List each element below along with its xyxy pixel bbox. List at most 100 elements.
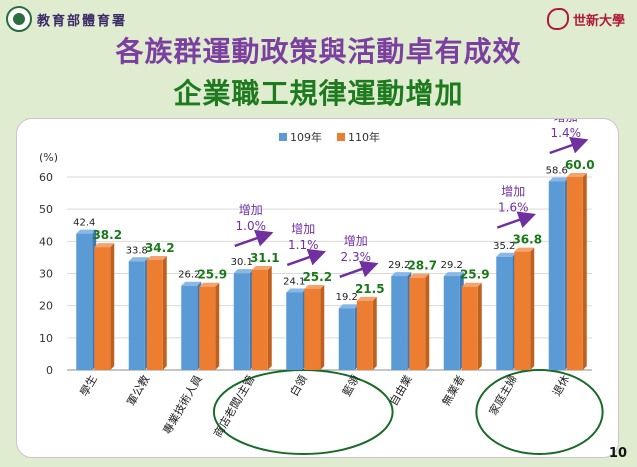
bar-110 <box>94 247 111 370</box>
data-label-110: 25.2 <box>302 270 332 284</box>
increase-arrow <box>496 211 536 229</box>
bar-109 <box>391 276 408 370</box>
bar-top-109 <box>233 269 254 274</box>
data-label-109: 19.2 <box>336 292 358 303</box>
bar-109 <box>338 308 355 370</box>
highlight-ellipse-1 <box>212 369 394 455</box>
bar-109 <box>496 256 513 370</box>
x-tick-label: 家庭主婦 <box>486 373 520 418</box>
increase-arrow <box>234 229 274 248</box>
increase-label: 增加 <box>554 119 578 124</box>
x-tick-label: 專業技術人員 <box>161 373 205 437</box>
x-tick-label: 白領 <box>287 373 310 399</box>
bar-top-109 <box>338 304 359 309</box>
page-number: 10 <box>608 446 627 461</box>
data-label-110: 25.9 <box>460 268 490 282</box>
data-label-110: 28.7 <box>407 259 437 273</box>
bar-109 <box>233 273 250 370</box>
x-tick-label: 軍公教 <box>125 373 153 408</box>
data-label-110: 25.9 <box>197 268 227 282</box>
highlight-ellipse-2 <box>475 369 604 455</box>
bar-110 <box>199 286 216 370</box>
increase-label: 增加 <box>344 234 368 248</box>
bar-110 <box>461 286 478 370</box>
bar-110 <box>304 288 321 370</box>
legend-label-1: 109年 <box>290 130 322 144</box>
y-tick-label: 50 <box>39 203 53 216</box>
slide-subtitle: 企業職工規律運動增加 <box>173 77 464 110</box>
bar-side-110 <box>215 282 220 370</box>
y-tick-label: 20 <box>39 300 53 313</box>
org-name: 教育部體育署 <box>37 13 128 29</box>
bar-top-110 <box>146 255 167 260</box>
y-tick-label: 10 <box>39 332 53 345</box>
bar-top-110 <box>356 296 377 301</box>
bar-side-110 <box>425 273 430 370</box>
increase-arrow <box>339 260 379 279</box>
legend-label-2: 110年 <box>348 130 380 144</box>
chart-panel: 0 10 20 30 40 50 60 (%) 109年 110年 42.4 38.2 學生 33.8 34… <box>16 110 619 458</box>
increase-label: 增加 <box>291 222 315 236</box>
bar-top-109 <box>496 252 517 257</box>
bar-top-110 <box>566 173 587 177</box>
bar-109 <box>181 285 198 370</box>
x-tick-label: 商店老闆/主管 <box>210 373 257 440</box>
y-tick-label: 0 <box>46 364 53 377</box>
bar-110 <box>514 251 531 370</box>
increase-arrow <box>549 136 589 155</box>
seal-icon <box>6 6 32 32</box>
legend-swatch-1 <box>279 133 287 141</box>
bar-109 <box>548 181 565 370</box>
bar-109 <box>76 233 93 370</box>
x-tick-label: 無業者 <box>439 373 468 409</box>
data-label-109: 24.1 <box>283 276 305 287</box>
bar-110 <box>566 177 583 370</box>
shih-hsin-university-logo: 世新大學 <box>547 4 629 34</box>
increase-label: 增加 <box>501 185 525 199</box>
bar-side-110 <box>477 282 482 370</box>
bar-top-109 <box>391 272 412 277</box>
moe-sports-admin-logo: 教育部體育署 <box>6 4 156 34</box>
bar-top-110 <box>251 265 272 270</box>
bar-top-109 <box>76 229 97 234</box>
bar-side-110 <box>530 247 535 370</box>
bar-109 <box>128 261 145 370</box>
bar-110 <box>356 300 373 370</box>
increase-value: 2.3% <box>341 250 372 264</box>
slide-title: 各族群運動政策與活動卓有成效 <box>115 35 522 68</box>
bar-side-110 <box>267 265 272 370</box>
data-label-110: 34.2 <box>145 241 175 255</box>
y-unit-label: (%) <box>39 151 58 164</box>
data-label-110: 21.5 <box>355 282 385 296</box>
bar-top-110 <box>514 247 535 252</box>
y-tick-label: 40 <box>39 235 53 248</box>
increase-value: 1.1% <box>288 238 319 252</box>
bar-top-110 <box>409 273 430 278</box>
data-label-109: 33.8 <box>126 245 148 256</box>
data-label-110: 31.1 <box>250 251 280 265</box>
data-label-109: 58.6 <box>546 166 568 177</box>
data-label-109: 42.4 <box>73 218 95 229</box>
university-name: 世新大學 <box>573 13 626 29</box>
x-tick-label: 藍領 <box>339 373 362 399</box>
data-label-110: 60.0 <box>565 158 595 172</box>
bar-top-110 <box>94 243 115 248</box>
bar-top-110 <box>304 284 325 289</box>
increase-value: 1.0% <box>236 219 267 233</box>
data-label-109: 29.2 <box>441 260 463 271</box>
bar-side-110 <box>582 173 587 370</box>
y-tick-label: 30 <box>39 268 53 281</box>
increase-label: 增加 <box>239 203 263 217</box>
bar-side-110 <box>320 284 325 370</box>
data-label-109: 26.2 <box>178 270 200 281</box>
bar-top-109 <box>181 281 202 286</box>
bar-110 <box>409 277 426 370</box>
bar-side-110 <box>372 296 377 370</box>
bar-top-110 <box>461 282 482 287</box>
data-label-110: 38.2 <box>92 228 122 242</box>
bar-side-110 <box>162 255 167 370</box>
data-label-109: 30.1 <box>231 257 253 268</box>
bar-top-110 <box>199 282 220 287</box>
x-tick-label: 自由業 <box>386 373 415 409</box>
bar-110 <box>251 269 268 370</box>
